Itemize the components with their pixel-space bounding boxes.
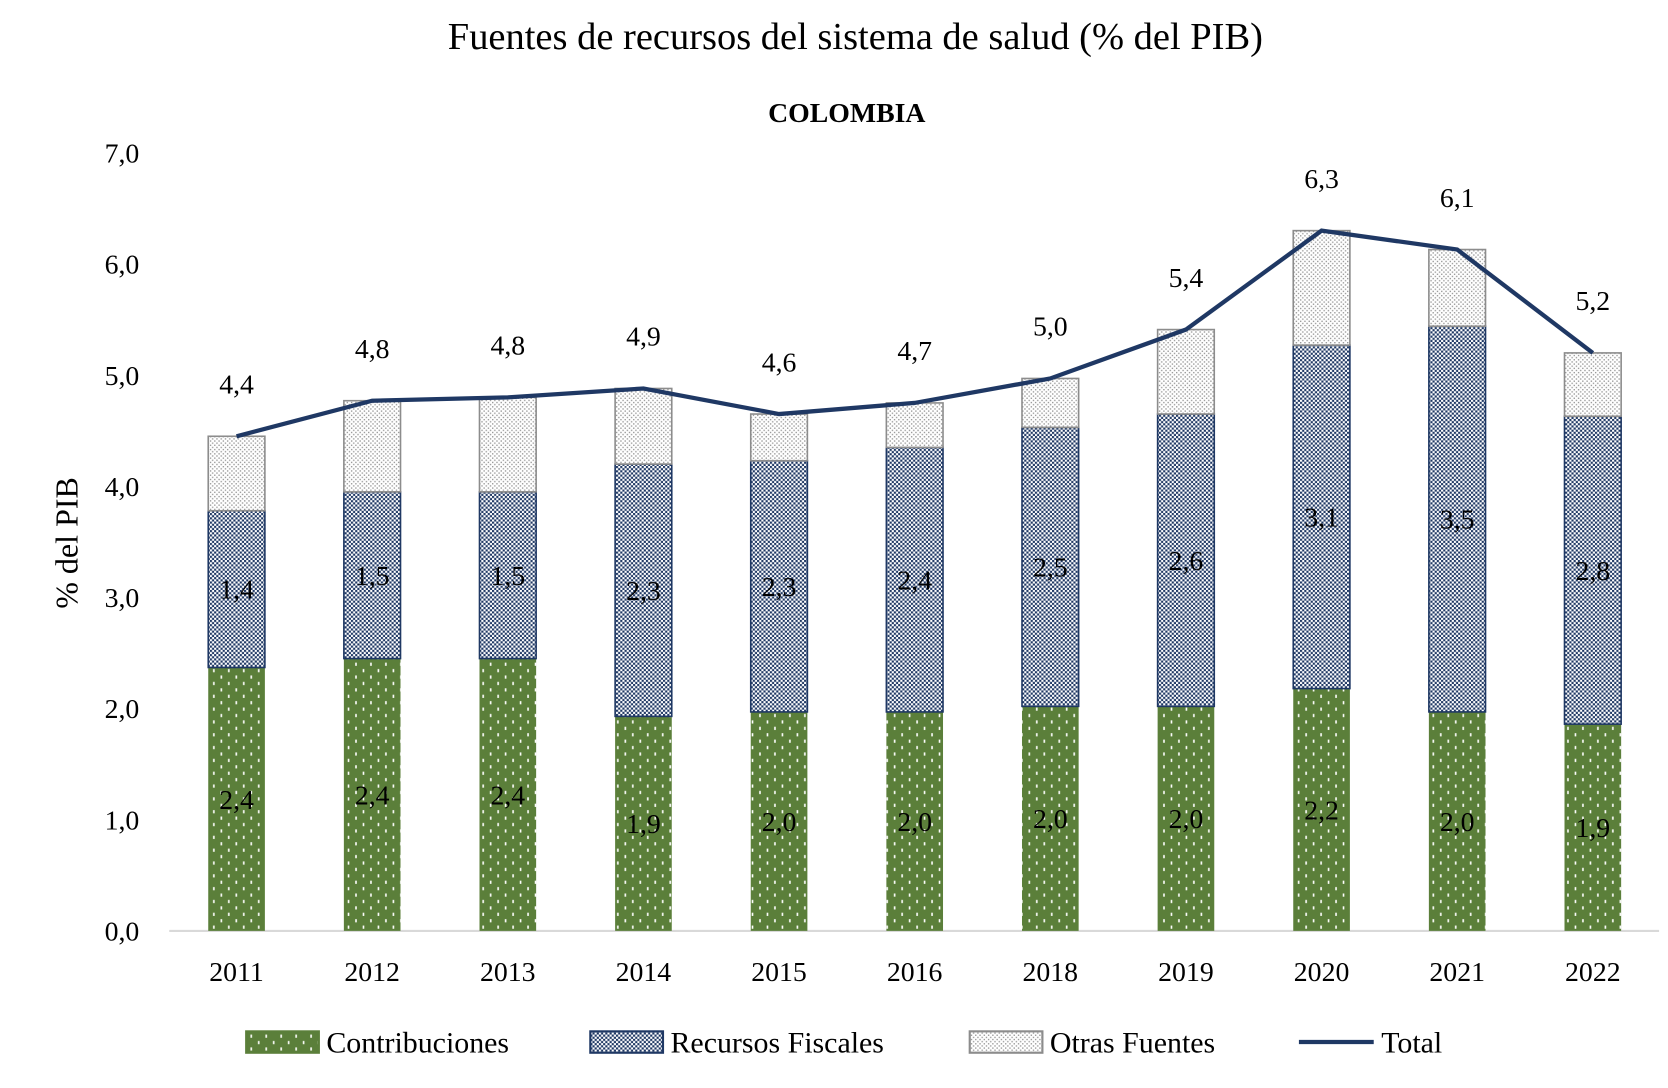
- bar-contribuciones: [1293, 688, 1350, 931]
- y-tick-label: 1,0: [105, 805, 140, 836]
- y-axis-label: % del PIB: [48, 477, 84, 609]
- data-label: 2,4: [897, 565, 932, 596]
- y-tick-label: 7,0: [105, 138, 140, 169]
- bar-otras-fuentes: [1156, 328, 1216, 415]
- x-tick-label: 2015: [751, 957, 807, 988]
- bar-recursos-fiscales: [207, 509, 266, 669]
- x-tick-label: 2022: [1565, 957, 1621, 988]
- data-label: 2,0: [762, 807, 797, 838]
- bar-recursos-fiscales: [478, 491, 537, 660]
- data-label: 2,8: [1575, 556, 1610, 587]
- total-label: 6,1: [1440, 183, 1475, 214]
- x-tick-label: 2016: [887, 957, 943, 988]
- data-label: 1,5: [490, 561, 525, 592]
- data-label: 2,5: [1033, 552, 1068, 583]
- total-label: 5,2: [1575, 286, 1610, 317]
- data-label: 2,0: [897, 807, 932, 838]
- bar-recursos-fiscales: [1156, 413, 1216, 708]
- bar-otras-fuentes: [1563, 352, 1622, 418]
- data-label: 2,0: [1033, 804, 1068, 835]
- x-tick-label: 2014: [616, 957, 672, 988]
- legend-label: Total: [1381, 1027, 1442, 1060]
- data-label: 2,0: [1440, 807, 1475, 838]
- x-tick-label: 2013: [480, 957, 536, 988]
- data-label: 1,4: [219, 575, 254, 606]
- bar-contribuciones: [1564, 724, 1622, 931]
- bar-otras-fuentes: [343, 399, 402, 493]
- bar-otras-fuentes: [1292, 229, 1351, 346]
- bar-recursos-fiscales: [1292, 344, 1351, 690]
- bar-contribuciones: [208, 667, 265, 931]
- y-tick-label: 0,0: [105, 917, 140, 948]
- legend-label: Recursos Fiscales: [670, 1027, 883, 1060]
- bar-recursos-fiscales: [343, 491, 402, 660]
- bar-recursos-fiscales: [885, 446, 944, 713]
- data-label: 2,3: [626, 576, 661, 607]
- legend-label: Contribuciones: [326, 1027, 509, 1060]
- bar-contribuciones: [750, 711, 808, 931]
- data-label: 1,9: [1575, 813, 1610, 844]
- legend-swatch: [245, 1030, 320, 1054]
- data-label: 2,4: [490, 780, 525, 811]
- data-label: 3,1: [1304, 502, 1339, 533]
- data-label: 2,4: [355, 780, 390, 811]
- legend-swatch: [968, 1030, 1044, 1054]
- total-label: 6,3: [1304, 164, 1339, 195]
- bar-otras-fuentes: [478, 396, 537, 493]
- total-label: 4,9: [626, 322, 661, 353]
- legend-swatch: [589, 1030, 665, 1054]
- bar-contribuciones: [1021, 706, 1079, 931]
- bar-contribuciones: [615, 716, 672, 931]
- bar-otras-fuentes: [749, 413, 809, 462]
- total-label: 4,7: [897, 336, 932, 367]
- total-label: 4,8: [355, 334, 390, 365]
- x-tick-label: 2021: [1429, 957, 1485, 988]
- bar-recursos-fiscales: [1563, 415, 1622, 725]
- bar-recursos-fiscales: [749, 459, 809, 713]
- bar-otras-fuentes: [1021, 377, 1080, 429]
- total-label: 4,6: [762, 347, 797, 378]
- data-label: 1,5: [355, 561, 390, 592]
- bar-recursos-fiscales: [1021, 426, 1080, 708]
- y-tick-label: 5,0: [105, 361, 140, 392]
- y-tick-label: 6,0: [105, 250, 140, 281]
- data-label: 3,5: [1440, 505, 1475, 536]
- x-tick-label: 2019: [1158, 957, 1214, 988]
- data-label: 2,4: [219, 785, 254, 816]
- bar-recursos-fiscales: [614, 463, 673, 718]
- bar-otras-fuentes: [614, 387, 673, 465]
- y-tick-label: 4,0: [105, 472, 140, 503]
- total-label: 5,4: [1169, 263, 1204, 294]
- legend-label: Otras Fuentes: [1050, 1027, 1215, 1060]
- data-label: 1,9: [626, 809, 661, 840]
- x-tick-label: 2020: [1294, 957, 1350, 988]
- data-label: 2,3: [762, 572, 797, 603]
- data-label: 2,2: [1304, 795, 1339, 826]
- bar-contribuciones: [343, 658, 401, 931]
- total-label: 4,8: [490, 331, 525, 362]
- total-label: 4,4: [219, 370, 254, 401]
- total-label: 5,0: [1033, 312, 1068, 343]
- x-tick-label: 2018: [1023, 957, 1079, 988]
- x-tick-label: 2012: [344, 957, 400, 988]
- x-tick-label: 2011: [209, 957, 264, 988]
- bar-contribuciones: [1157, 706, 1215, 931]
- chart-title: Fuentes de recursos del sistema de salud…: [448, 16, 1263, 58]
- bar-otras-fuentes: [1428, 248, 1487, 328]
- data-label: 2,6: [1169, 546, 1204, 577]
- bar-recursos-fiscales: [1428, 325, 1487, 713]
- bar-otras-fuentes: [207, 435, 266, 512]
- chart-subtitle: COLOMBIA: [768, 98, 925, 129]
- y-tick-label: 2,0: [105, 694, 140, 725]
- bar-contribuciones: [886, 711, 944, 931]
- data-label: 2,0: [1169, 804, 1204, 835]
- bar-contribuciones: [479, 658, 537, 931]
- bar-contribuciones: [1428, 711, 1486, 931]
- bar-otras-fuentes: [885, 402, 944, 449]
- y-tick-label: 3,0: [105, 583, 140, 614]
